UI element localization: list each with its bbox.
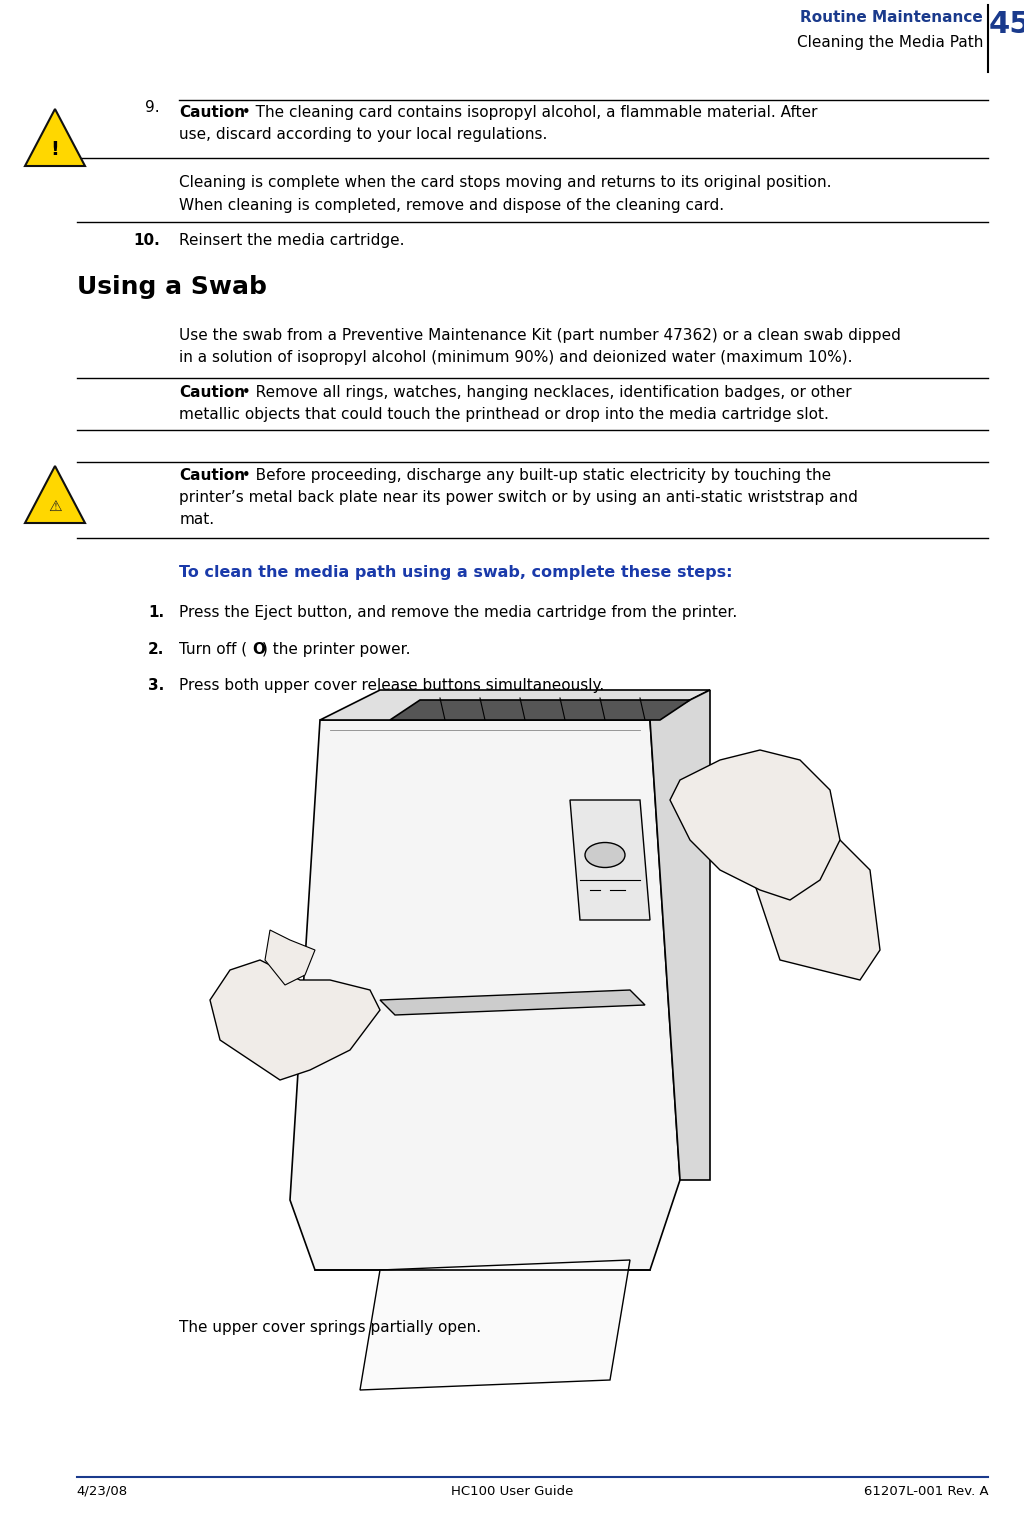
Text: in a solution of isopropyl alcohol (minimum 90%) and deionized water (maximum 10: in a solution of isopropyl alcohol (mini… [179,350,853,365]
Polygon shape [570,800,650,920]
Text: printer’s metal back plate near its power switch or by using an anti-static wris: printer’s metal back plate near its powe… [179,490,858,505]
Text: Caution: Caution [179,384,246,399]
Text: Cleaning is complete when the card stops moving and returns to its original posi: Cleaning is complete when the card stops… [179,176,831,191]
Polygon shape [25,109,85,166]
Text: ⚠: ⚠ [48,499,61,514]
Text: !: ! [50,141,59,159]
Text: Caution: Caution [179,468,246,483]
Text: The upper cover springs partially open.: The upper cover springs partially open. [179,1319,481,1334]
Polygon shape [290,720,680,1269]
Text: Turn off (: Turn off ( [179,642,248,657]
Polygon shape [670,750,840,900]
Text: Routine Maintenance: Routine Maintenance [800,11,983,26]
Polygon shape [390,701,690,720]
Text: use, discard according to your local regulations.: use, discard according to your local reg… [179,127,548,142]
Text: Using a Swab: Using a Swab [77,275,266,300]
Text: mat.: mat. [179,511,214,527]
Text: • Before proceeding, discharge any built-up static electricity by touching the: • Before proceeding, discharge any built… [238,468,831,483]
Text: O: O [252,642,265,657]
Polygon shape [265,930,315,985]
Text: Caution: Caution [179,104,246,120]
Text: Press the Eject button, and remove the media cartridge from the printer.: Press the Eject button, and remove the m… [179,605,737,620]
Polygon shape [25,466,85,523]
Text: Use the swab from a Preventive Maintenance Kit (part number 47362) or a clean sw: Use the swab from a Preventive Maintenan… [179,328,901,343]
Text: HC100 User Guide: HC100 User Guide [451,1484,573,1498]
Ellipse shape [585,843,625,867]
Text: 61207L-001 Rev. A: 61207L-001 Rev. A [863,1484,988,1498]
Text: When cleaning is completed, remove and dispose of the cleaning card.: When cleaning is completed, remove and d… [179,198,724,213]
Text: Reinsert the media cartridge.: Reinsert the media cartridge. [179,233,404,248]
Text: 10.: 10. [133,233,160,248]
Polygon shape [380,990,645,1015]
Text: metallic objects that could touch the printhead or drop into the media cartridge: metallic objects that could touch the pr… [179,407,829,422]
Text: Cleaning the Media Path: Cleaning the Media Path [797,35,983,50]
Text: 4/23/08: 4/23/08 [77,1484,128,1498]
Text: 9.: 9. [144,100,159,115]
Polygon shape [650,690,710,1180]
Text: 45: 45 [989,11,1024,39]
Text: To clean the media path using a swab, complete these steps:: To clean the media path using a swab, co… [179,564,733,579]
Polygon shape [360,1260,630,1390]
Text: • The cleaning card contains isopropyl alcohol, a flammable material. After: • The cleaning card contains isopropyl a… [238,104,818,120]
Text: 3.: 3. [147,678,164,693]
Text: 1.: 1. [148,605,164,620]
Text: • Remove all rings, watches, hanging necklaces, identification badges, or other: • Remove all rings, watches, hanging nec… [238,384,852,399]
Polygon shape [210,961,380,1080]
Polygon shape [750,840,880,980]
Text: 2.: 2. [147,642,164,657]
Polygon shape [319,690,710,720]
Text: Press both upper cover release buttons simultaneously.: Press both upper cover release buttons s… [179,678,604,693]
Text: ) the printer power.: ) the printer power. [262,642,411,657]
